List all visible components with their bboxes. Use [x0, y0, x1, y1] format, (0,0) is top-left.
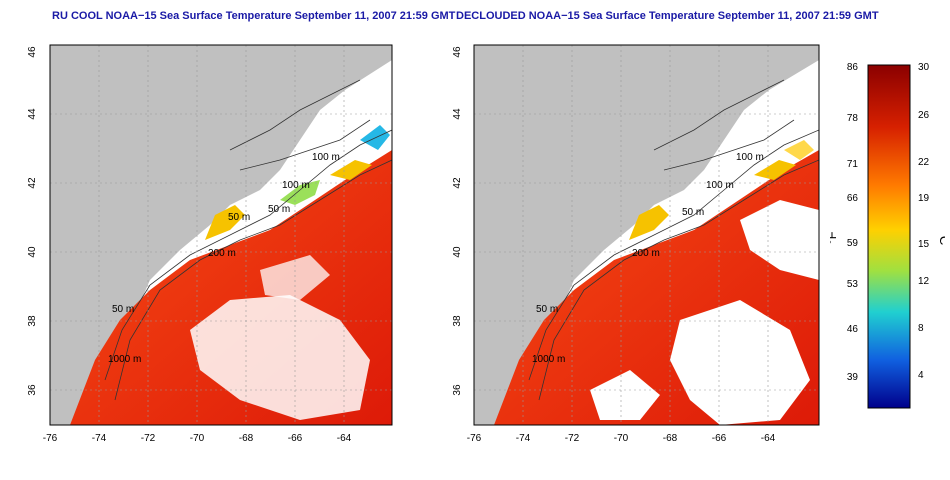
- celsius-axis-label: °C: [937, 231, 945, 246]
- x-tick-label: -66: [712, 433, 727, 444]
- cloud-patch: [190, 295, 370, 420]
- c-tick-label: 22: [918, 157, 930, 168]
- f-tick-label: 71: [847, 159, 859, 170]
- colorbar-gradient: [867, 64, 911, 409]
- y-tick-label: 42: [452, 177, 463, 189]
- y-tick-label: 44: [452, 108, 463, 120]
- x-tick-label: -74: [92, 433, 107, 444]
- f-tick-label: 46: [847, 324, 859, 335]
- y-tick-label: 46: [27, 46, 38, 58]
- c-tick-label: 15: [918, 239, 930, 250]
- map-frame: [49, 44, 393, 426]
- y-tick-label: 46: [452, 46, 463, 58]
- contour-label: 200 m: [632, 248, 660, 259]
- x-tick-label: -70: [614, 433, 629, 444]
- right-map-title: DECLOUDED NOAA−15 Sea Surface Temperatur…: [456, 10, 879, 22]
- c-tick-label: 8: [918, 323, 924, 334]
- left-map-panel: 100 m 100 m 50 m 50 m 200 m 50 m 1000 m …: [0, 0, 410, 480]
- f-tick-label: 39: [847, 372, 859, 383]
- f-tick-label: 78: [847, 113, 859, 124]
- y-tick-label: 36: [27, 384, 38, 396]
- contour-label: 1000 m: [108, 354, 141, 365]
- x-tick-label: -74: [516, 433, 531, 444]
- x-tick-label: -76: [43, 433, 58, 444]
- f-tick-label: 53: [847, 279, 859, 290]
- colorbar: 86 78 71 66 59 53 46 39 30 26 22 19 15 1…: [830, 62, 945, 409]
- right-map-panel: 100 m 100 m 50 m 200 m 50 m 1000 m -76 -…: [420, 0, 830, 480]
- contour-label: 100 m: [282, 180, 310, 191]
- contour-label: 50 m: [682, 207, 704, 218]
- x-tick-label: -68: [663, 433, 678, 444]
- left-map: 100 m 100 m 50 m 50 m 200 m 50 m 1000 m …: [27, 44, 393, 444]
- map-frame: [473, 44, 820, 426]
- y-tick-label: 44: [27, 108, 38, 120]
- x-tick-label: -64: [337, 433, 352, 444]
- contour-label: 50 m: [536, 304, 558, 315]
- x-tick-label: -72: [141, 433, 156, 444]
- f-tick-label: 59: [847, 238, 859, 249]
- f-tick-label: 86: [847, 62, 859, 73]
- right-map: 100 m 100 m 50 m 200 m 50 m 1000 m -76 -…: [452, 44, 820, 444]
- c-tick-label: 12: [918, 276, 930, 287]
- f-tick-label: 66: [847, 193, 859, 204]
- cloud-patch: [670, 300, 810, 425]
- c-tick-label: 4: [918, 370, 924, 381]
- x-tick-label: -76: [467, 433, 482, 444]
- contour-label: 50 m: [228, 212, 250, 223]
- contour-label: 100 m: [706, 180, 734, 191]
- c-tick-label: 30: [918, 62, 930, 73]
- x-tick-label: -68: [239, 433, 254, 444]
- y-tick-label: 38: [452, 315, 463, 327]
- contour-label: 1000 m: [532, 354, 565, 365]
- y-tick-label: 42: [27, 177, 38, 189]
- contour-label: 200 m: [208, 248, 236, 259]
- y-tick-label: 40: [27, 246, 38, 258]
- x-tick-label: -66: [288, 433, 303, 444]
- contour-label: 100 m: [312, 152, 340, 163]
- c-tick-label: 19: [918, 193, 930, 204]
- x-tick-label: -72: [565, 433, 580, 444]
- y-tick-label: 36: [452, 384, 463, 396]
- contour-label: 50 m: [112, 304, 134, 315]
- left-map-title: RU COOL NOAA−15 Sea Surface Temperature …: [52, 10, 456, 22]
- contour-label: 50 m: [268, 204, 290, 215]
- y-tick-label: 40: [452, 246, 463, 258]
- fahrenheit-axis-label: °F: [830, 231, 839, 244]
- y-tick-label: 38: [27, 315, 38, 327]
- x-tick-label: -64: [761, 433, 776, 444]
- c-tick-label: 26: [918, 110, 930, 121]
- x-tick-label: -70: [190, 433, 205, 444]
- contour-label: 100 m: [736, 152, 764, 163]
